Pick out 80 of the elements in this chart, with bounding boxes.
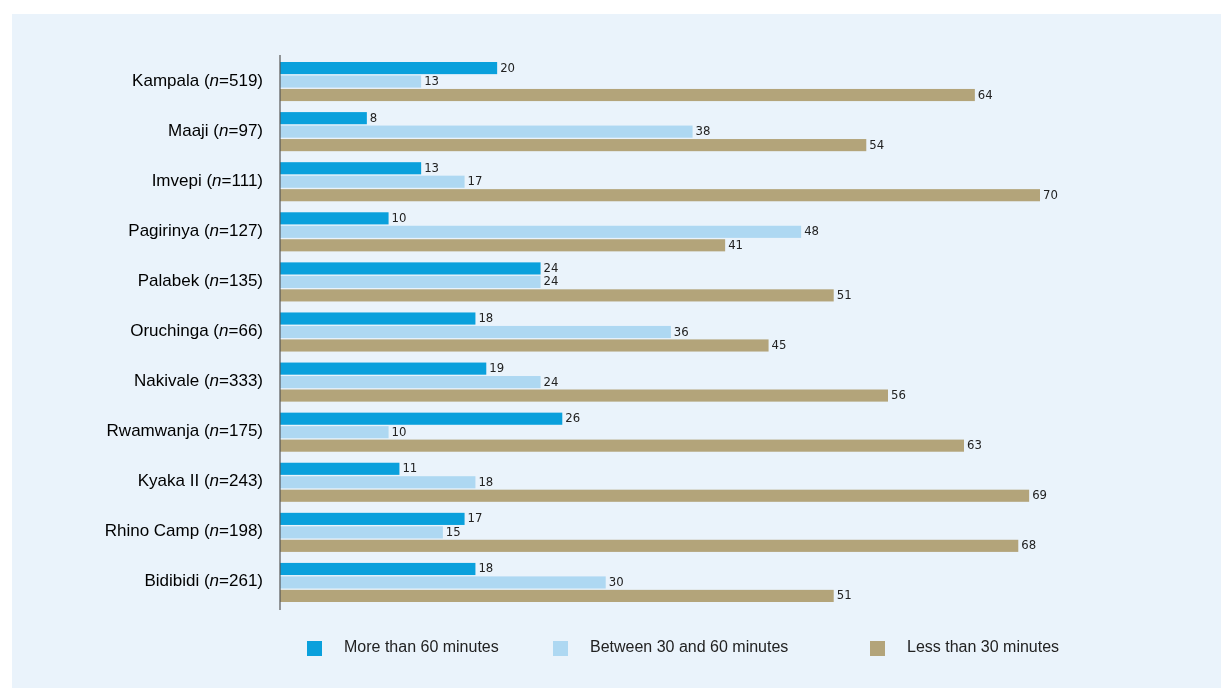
bar [280, 189, 1040, 202]
data-label: 30 [608, 573, 624, 589]
bar [280, 125, 693, 138]
bar [280, 512, 465, 525]
bar [280, 112, 367, 125]
data-label: 24 [543, 273, 559, 289]
bar [280, 212, 389, 225]
data-label: 38 [695, 123, 711, 139]
data-label: 19 [489, 360, 505, 376]
data-label: 70 [1043, 186, 1058, 202]
data-label: 54 [869, 136, 885, 152]
data-label: 51 [836, 286, 852, 302]
data-label: 45 [771, 336, 787, 352]
data-label: 41 [728, 236, 744, 252]
y-tick-label: Palabek (n=135) [137, 271, 263, 291]
data-label: 64 [977, 86, 993, 102]
data-label: 10 [391, 209, 407, 225]
bar [280, 576, 606, 589]
data-label: 20 [500, 59, 516, 75]
data-label: 56 [891, 387, 906, 403]
bar [280, 62, 498, 75]
bar [280, 376, 541, 389]
y-tick-label: Kyaka II (n=243) [137, 471, 263, 491]
data-label: 24 [543, 259, 559, 275]
bar [280, 462, 400, 475]
data-label: 48 [804, 223, 820, 239]
bar [280, 439, 964, 452]
legend-label: Less than 30 minutes [907, 638, 1060, 656]
bar [280, 162, 422, 175]
data-label: 51 [836, 587, 852, 603]
bar [280, 75, 422, 88]
data-label: 13 [424, 73, 440, 89]
data-label: 17 [467, 173, 483, 189]
bar [280, 225, 802, 238]
data-label: 26 [565, 410, 581, 426]
data-label: 18 [478, 310, 494, 326]
bar [280, 489, 1030, 502]
y-tick-label: Maaji (n=97) [168, 121, 263, 141]
bar [280, 325, 671, 339]
bar [280, 175, 465, 188]
data-label: 63 [967, 437, 982, 453]
bar [280, 412, 563, 425]
bar [280, 275, 541, 288]
data-label: 8 [369, 109, 378, 125]
bar [280, 289, 834, 302]
data-label: 15 [445, 523, 461, 539]
bar [280, 362, 487, 375]
data-label: 69 [1032, 487, 1048, 503]
y-tick-label: Imvepi (n=111) [151, 171, 263, 191]
bar [280, 312, 476, 325]
bar [280, 239, 726, 252]
data-label: 18 [478, 560, 494, 576]
y-tick-label: Nakivale (n=333) [133, 371, 263, 391]
data-label: 68 [1021, 537, 1037, 553]
bar [280, 426, 389, 439]
bar [280, 88, 975, 102]
y-tick-label: Rwamwanja (n=175) [106, 421, 263, 441]
legend-label: Between 30 and 60 minutes [590, 638, 789, 656]
bar [280, 389, 888, 402]
y-tick-label: Rhino Camp (n=198) [104, 521, 263, 541]
bar [280, 589, 834, 602]
y-tick-label: Pagirinya (n=127) [128, 221, 263, 241]
y-tick-label: Bidibidi (n=261) [144, 571, 263, 591]
bar [280, 339, 769, 352]
data-label: 17 [467, 510, 483, 526]
bar [280, 262, 541, 275]
data-label: 18 [478, 473, 494, 489]
data-label: 24 [543, 373, 559, 389]
data-label: 13 [424, 159, 440, 175]
bar [280, 476, 476, 489]
y-tick-label: Kampala (n=519) [132, 71, 263, 91]
bar [280, 139, 867, 152]
bar [280, 539, 1019, 552]
bar [280, 526, 443, 539]
data-label: 36 [673, 323, 689, 339]
y-tick-label: Oruchinga (n=66) [130, 321, 263, 341]
legend-label: More than 60 minutes [344, 638, 499, 656]
data-label: 11 [402, 460, 418, 476]
data-label: 10 [391, 423, 407, 439]
bar [280, 562, 476, 576]
